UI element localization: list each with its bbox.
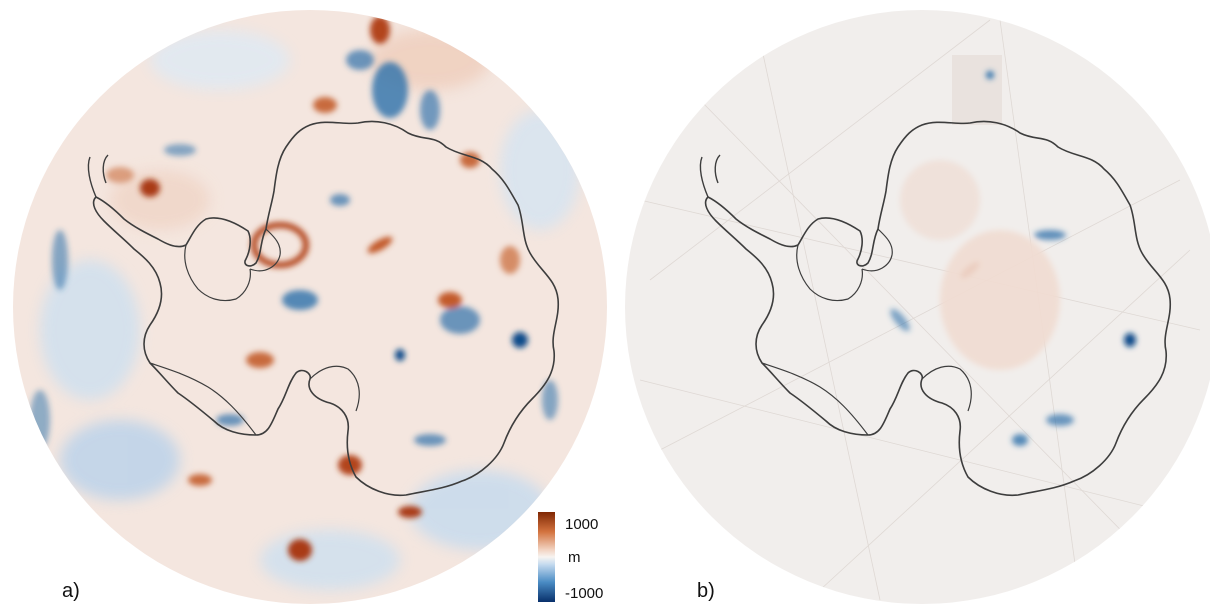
panel-a-anomaly-field bbox=[30, 16, 580, 590]
panel-a-label: a) bbox=[62, 580, 80, 602]
colorbar: 1000 m -1000 bbox=[538, 512, 603, 602]
panel-b-map bbox=[625, 10, 1210, 604]
colorbar-max-label: 1000 bbox=[565, 516, 598, 533]
panel-b-background bbox=[625, 10, 1210, 604]
panel-b-anomaly-field bbox=[639, 19, 1201, 601]
colorbar-gradient bbox=[538, 512, 555, 602]
panel-a-map bbox=[13, 10, 607, 604]
colorbar-unit-label: m bbox=[568, 549, 581, 566]
colorbar-min-label: -1000 bbox=[565, 585, 603, 602]
panel-b-label: b) bbox=[697, 580, 715, 602]
